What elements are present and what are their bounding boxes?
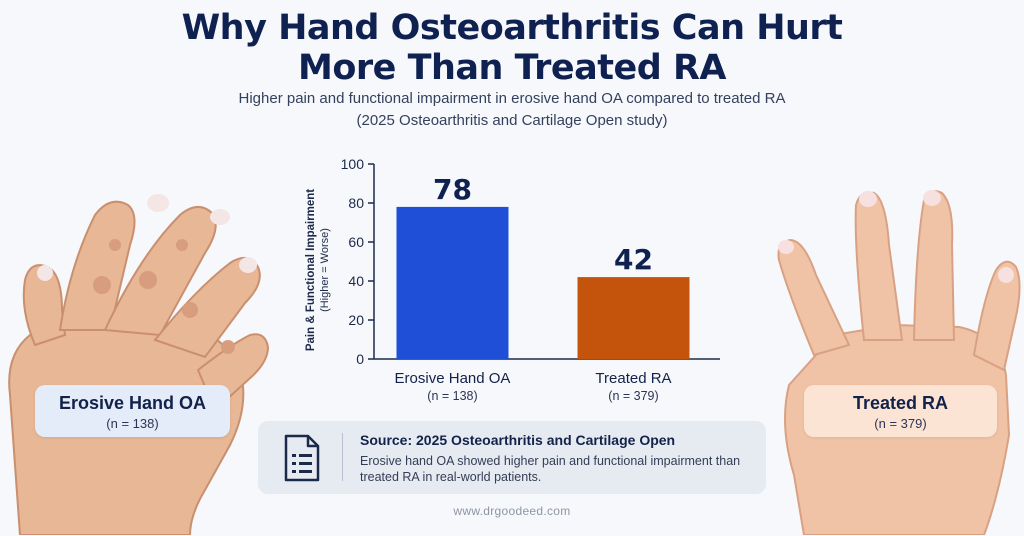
y-axis-label-line-1: Pain & Functional Impairment bbox=[305, 189, 317, 351]
source-title: Source: 2025 Osteoarthritis and Cartilag… bbox=[360, 432, 676, 448]
oa-group-label-box: Erosive Hand OA (n = 138) bbox=[35, 385, 230, 437]
document-icon bbox=[284, 434, 320, 482]
y-tick-label: 0 bbox=[356, 351, 364, 367]
healthy-hand-icon bbox=[777, 190, 1021, 535]
title-line-1: Why Hand Osteoarthritis Can Hurt bbox=[181, 8, 843, 48]
ra-group-label: Treated RA bbox=[852, 393, 949, 413]
y-tick-label: 60 bbox=[348, 234, 364, 250]
y-tick-label: 80 bbox=[348, 195, 364, 211]
bar-2 bbox=[577, 277, 690, 359]
bar-chart: Pain & Functional Impairment (Higher = W… bbox=[305, 156, 720, 403]
x-category-label: Treated RA bbox=[595, 370, 671, 387]
footer-website: www.drgoodeed.com bbox=[453, 504, 571, 518]
chart-bars: 78 Erosive Hand OA (n = 138) 42 Treated RA (n… bbox=[395, 173, 690, 403]
title-line-2: More Than Treated RA bbox=[298, 48, 726, 88]
y-tick-label: 20 bbox=[348, 312, 364, 328]
source-card: Source: 2025 Osteoarthritis and Cartilag… bbox=[258, 421, 766, 494]
oa-group-label: Erosive Hand OA bbox=[58, 393, 207, 413]
x-category-sample-size: (n = 379) bbox=[608, 389, 658, 403]
subtitle: Higher pain and functional impairment in… bbox=[238, 90, 786, 107]
oa-sample-size: (n = 138) bbox=[106, 416, 159, 431]
bar-1 bbox=[396, 206, 509, 359]
x-category-sample-size: (n = 138) bbox=[427, 389, 477, 403]
source-divider bbox=[342, 433, 343, 481]
x-category-label: Erosive Hand OA bbox=[395, 370, 511, 387]
bar-value-label: 78 bbox=[433, 173, 472, 206]
ra-group-label-box: Treated RA (n = 379) bbox=[804, 385, 997, 437]
ra-sample-size: (n = 379) bbox=[874, 416, 927, 431]
source-description: Erosive hand OA showed higher pain and f… bbox=[360, 454, 741, 484]
y-tick-label: 100 bbox=[341, 156, 365, 172]
page-title: Why Hand Osteoarthritis Can Hurt More Th… bbox=[0, 8, 1024, 88]
y-axis-label-line-2: (Higher = Worse) bbox=[319, 228, 331, 312]
y-tick-label: 40 bbox=[348, 273, 364, 289]
arthritic-hand-icon bbox=[8, 194, 270, 535]
bar-value-label: 42 bbox=[614, 243, 653, 276]
study-reference: (2025 Osteoarthritis and Cartilage Open … bbox=[356, 112, 668, 129]
